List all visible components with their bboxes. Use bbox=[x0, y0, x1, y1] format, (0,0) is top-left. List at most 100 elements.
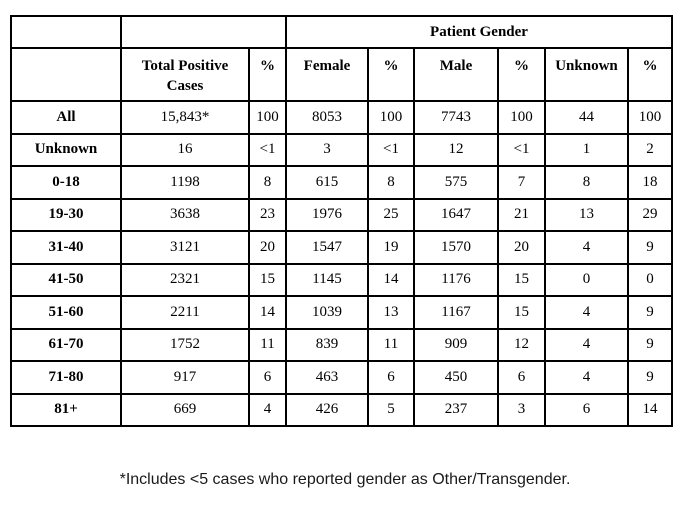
cell-female: 8053 bbox=[285, 100, 369, 135]
cell-total: 917 bbox=[120, 360, 250, 395]
cell-male-pct: 6 bbox=[497, 360, 546, 395]
row-label: All bbox=[10, 100, 122, 135]
cell-unknown: 4 bbox=[544, 230, 629, 265]
row-label: 81+ bbox=[10, 392, 122, 427]
cell-total: 2321 bbox=[120, 262, 250, 297]
cell-total: 1198 bbox=[120, 165, 250, 200]
cell-unknown-pct: 2 bbox=[627, 132, 673, 167]
cell-male: 237 bbox=[413, 392, 499, 427]
row-label: Unknown bbox=[10, 132, 122, 167]
cell-total-pct: 8 bbox=[248, 165, 287, 200]
cell-male: 1176 bbox=[413, 262, 499, 297]
cell-unknown-pct: 18 bbox=[627, 165, 673, 200]
table-row-61-70: 61-70 1752 11 839 11 909 12 4 9 bbox=[10, 327, 673, 362]
cell-total-pct: 11 bbox=[248, 327, 287, 362]
cell-total-pct: 20 bbox=[248, 230, 287, 265]
corner-cell bbox=[10, 15, 122, 49]
row-label: 51-60 bbox=[10, 295, 122, 330]
cell-female: 1145 bbox=[285, 262, 369, 297]
cell-male-pct: <1 bbox=[497, 132, 546, 167]
cell-male-pct: 15 bbox=[497, 262, 546, 297]
cell-unknown: 13 bbox=[544, 197, 629, 232]
cell-male-pct: 7 bbox=[497, 165, 546, 200]
cell-total-pct: 100 bbox=[248, 100, 287, 135]
col-header-male-pct: % bbox=[497, 47, 546, 102]
row-label: 0-18 bbox=[10, 165, 122, 200]
col-header-age bbox=[10, 47, 122, 102]
table-row-41-50: 41-50 2321 15 1145 14 1176 15 0 0 bbox=[10, 262, 673, 297]
col-header-female: Female bbox=[285, 47, 369, 102]
cell-female-pct: <1 bbox=[367, 132, 415, 167]
patient-gender-table: Patient Gender Total Positive Cases % Fe… bbox=[10, 15, 673, 427]
cell-total: 16 bbox=[120, 132, 250, 167]
cell-male-pct: 12 bbox=[497, 327, 546, 362]
cell-male: 1570 bbox=[413, 230, 499, 265]
cell-unknown: 1 bbox=[544, 132, 629, 167]
col-header-unknown: Unknown bbox=[544, 47, 629, 102]
cell-female-pct: 8 bbox=[367, 165, 415, 200]
cell-total-pct: 4 bbox=[248, 392, 287, 427]
cell-female-pct: 5 bbox=[367, 392, 415, 427]
cell-female: 1976 bbox=[285, 197, 369, 232]
cell-male: 7743 bbox=[413, 100, 499, 135]
cell-unknown: 0 bbox=[544, 262, 629, 297]
cell-male-pct: 15 bbox=[497, 295, 546, 330]
cell-female: 426 bbox=[285, 392, 369, 427]
cell-female-pct: 13 bbox=[367, 295, 415, 330]
gender-header-row: Patient Gender bbox=[10, 15, 673, 49]
row-label: 41-50 bbox=[10, 262, 122, 297]
cell-unknown-pct: 9 bbox=[627, 295, 673, 330]
cell-unknown: 4 bbox=[544, 327, 629, 362]
cell-total: 669 bbox=[120, 392, 250, 427]
cell-female-pct: 100 bbox=[367, 100, 415, 135]
table-row-31-40: 31-40 3121 20 1547 19 1570 20 4 9 bbox=[10, 230, 673, 265]
cell-unknown: 4 bbox=[544, 295, 629, 330]
cell-male: 1647 bbox=[413, 197, 499, 232]
col-header-total-pct: % bbox=[248, 47, 287, 102]
cell-female-pct: 14 bbox=[367, 262, 415, 297]
cell-unknown: 8 bbox=[544, 165, 629, 200]
cell-unknown: 44 bbox=[544, 100, 629, 135]
patient-gender-header: Patient Gender bbox=[285, 15, 673, 49]
cell-total: 3121 bbox=[120, 230, 250, 265]
table-row-71-80: 71-80 917 6 463 6 450 6 4 9 bbox=[10, 360, 673, 395]
table-row-0-18: 0-18 1198 8 615 8 575 7 8 18 bbox=[10, 165, 673, 200]
cell-female-pct: 6 bbox=[367, 360, 415, 395]
cell-male-pct: 100 bbox=[497, 100, 546, 135]
table-row-51-60: 51-60 2211 14 1039 13 1167 15 4 9 bbox=[10, 295, 673, 330]
cell-male-pct: 3 bbox=[497, 392, 546, 427]
cell-total-pct: 14 bbox=[248, 295, 287, 330]
col-header-unknown-pct: % bbox=[627, 47, 673, 102]
cell-total: 1752 bbox=[120, 327, 250, 362]
cell-male: 575 bbox=[413, 165, 499, 200]
cell-male-pct: 20 bbox=[497, 230, 546, 265]
cell-male: 1167 bbox=[413, 295, 499, 330]
empty-header-cell bbox=[120, 15, 287, 49]
cell-unknown-pct: 100 bbox=[627, 100, 673, 135]
cell-unknown-pct: 9 bbox=[627, 327, 673, 362]
cell-total: 3638 bbox=[120, 197, 250, 232]
cell-female-pct: 11 bbox=[367, 327, 415, 362]
table-footnote: *Includes <5 cases who reported gender a… bbox=[119, 471, 571, 488]
cell-total-pct: 15 bbox=[248, 262, 287, 297]
cell-unknown-pct: 29 bbox=[627, 197, 673, 232]
cell-unknown: 4 bbox=[544, 360, 629, 395]
col-header-female-pct: % bbox=[367, 47, 415, 102]
row-label: 19-30 bbox=[10, 197, 122, 232]
cell-female: 615 bbox=[285, 165, 369, 200]
cell-unknown-pct: 0 bbox=[627, 262, 673, 297]
col-header-total-positive-cases: Total Positive Cases bbox=[120, 47, 250, 102]
cell-total: 15,843* bbox=[120, 100, 250, 135]
cell-unknown-pct: 9 bbox=[627, 360, 673, 395]
cell-female-pct: 25 bbox=[367, 197, 415, 232]
cell-total-pct: <1 bbox=[248, 132, 287, 167]
cell-male: 12 bbox=[413, 132, 499, 167]
cell-female-pct: 19 bbox=[367, 230, 415, 265]
cell-male: 450 bbox=[413, 360, 499, 395]
cell-male-pct: 21 bbox=[497, 197, 546, 232]
column-header-row: Total Positive Cases % Female % Male % U… bbox=[10, 47, 673, 102]
table-row-81plus: 81+ 669 4 426 5 237 3 6 14 bbox=[10, 392, 673, 427]
cell-total-pct: 6 bbox=[248, 360, 287, 395]
cell-unknown-pct: 9 bbox=[627, 230, 673, 265]
